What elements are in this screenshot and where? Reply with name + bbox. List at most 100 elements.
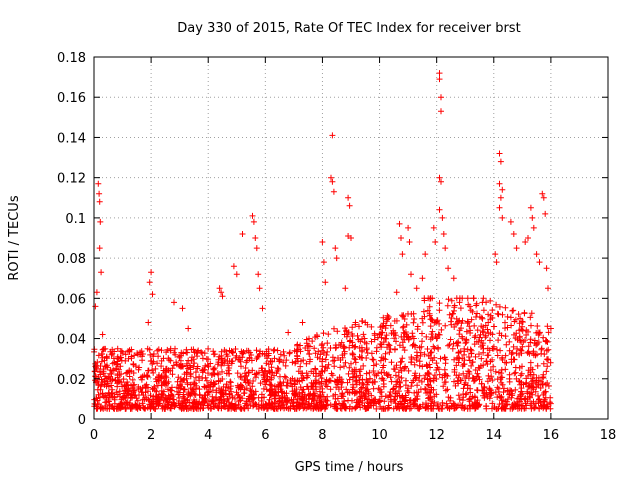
data-point (536, 330, 543, 337)
data-point (181, 397, 188, 404)
data-point (266, 376, 273, 383)
data-point (347, 337, 354, 344)
data-point (445, 296, 452, 303)
data-point (261, 374, 268, 381)
data-point (363, 370, 370, 377)
x-axis-ticks: 0 2 4 6 8 10 12 14 16 18 (90, 57, 616, 443)
data-point (441, 379, 448, 386)
data-point (343, 327, 350, 334)
data-point (356, 353, 363, 360)
data-point (395, 369, 402, 376)
data-point (306, 358, 313, 365)
data-point (438, 108, 444, 115)
data-point (324, 383, 331, 390)
data-point (413, 285, 420, 292)
data-point (467, 327, 474, 334)
data-point (218, 396, 225, 403)
data-point (399, 251, 406, 258)
data-point (534, 351, 540, 358)
data-point (467, 307, 474, 314)
data-point (97, 218, 104, 225)
data-point (402, 364, 408, 371)
data-point (103, 355, 110, 362)
data-point (465, 354, 472, 360)
y-tick-label: 0.08 (57, 252, 86, 267)
data-point (499, 214, 506, 221)
data-point (237, 374, 244, 381)
data-point (462, 340, 469, 347)
data-point (98, 381, 105, 388)
data-point (245, 380, 252, 386)
data-point (281, 352, 288, 359)
data-point (155, 373, 162, 380)
data-point (535, 329, 541, 336)
data-point (317, 393, 324, 400)
y-tick-label: 0.1 (65, 212, 86, 227)
data-point (517, 391, 524, 398)
data-point (389, 386, 396, 393)
data-point (145, 367, 152, 374)
data-point (487, 367, 494, 374)
data-point (369, 356, 376, 363)
data-point (150, 385, 157, 392)
data-point (466, 368, 473, 375)
data-point (185, 325, 192, 332)
data-point (349, 397, 355, 404)
data-point (265, 352, 272, 359)
x-tick-label: 4 (204, 428, 212, 443)
data-point (255, 271, 262, 278)
data-point (178, 378, 185, 385)
data-point (304, 404, 311, 411)
data-point (506, 391, 513, 398)
data-point (139, 357, 146, 364)
data-point (226, 347, 233, 354)
data-point (277, 351, 284, 358)
data-point (280, 401, 287, 408)
data-point (168, 392, 174, 399)
data-point (449, 345, 456, 352)
data-point (303, 360, 310, 367)
data-point (536, 396, 543, 402)
data-point (464, 346, 471, 353)
data-point (167, 345, 174, 352)
data-point (470, 375, 477, 382)
data-point (419, 275, 426, 282)
data-point (227, 379, 234, 386)
data-point (91, 368, 98, 375)
data-point (120, 395, 127, 402)
data-point (221, 400, 227, 407)
data-point (436, 300, 443, 307)
data-point (398, 367, 405, 374)
data-point (536, 259, 543, 266)
data-point (252, 374, 259, 381)
data-point (412, 375, 419, 382)
data-point (143, 384, 149, 391)
data-point (130, 370, 137, 376)
data-point (479, 328, 486, 335)
data-point (483, 403, 490, 409)
data-point (328, 174, 334, 181)
x-tick-label: 16 (543, 428, 560, 443)
data-point (446, 341, 453, 348)
data-point (240, 349, 247, 355)
data-point (406, 239, 413, 245)
data-point (512, 364, 519, 371)
data-point (492, 251, 499, 258)
y-axis-label: ROTI / TECUs (7, 195, 22, 280)
data-point (332, 245, 339, 252)
data-point (286, 350, 293, 357)
data-point (214, 361, 221, 368)
data-point (487, 337, 493, 344)
data-point (539, 381, 546, 387)
data-point (205, 370, 211, 377)
data-point (190, 346, 197, 353)
data-point (194, 363, 201, 370)
data-point (525, 235, 531, 241)
data-point (332, 342, 339, 349)
data-point (322, 397, 329, 404)
data-point (521, 405, 528, 412)
y-tick-label: 0.16 (57, 91, 86, 106)
data-point (261, 378, 268, 385)
data-point (213, 389, 220, 396)
data-point (504, 396, 511, 403)
